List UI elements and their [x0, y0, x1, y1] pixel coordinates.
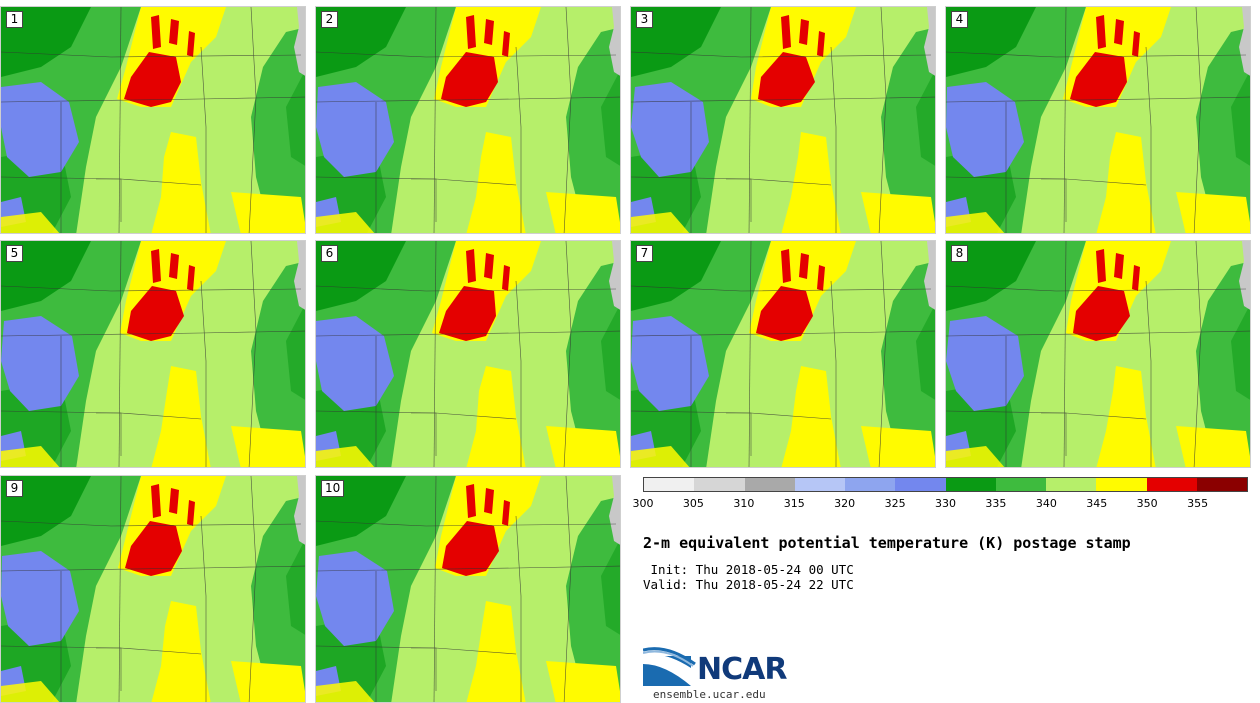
colorbar-segment: [794, 478, 845, 491]
colorbar-segment: [1096, 478, 1147, 491]
colorbar-segment: [895, 478, 946, 491]
member-number-label: 10: [321, 480, 345, 497]
ensemble-member-map: 1: [0, 6, 306, 234]
colorbar-tick-label: 335: [985, 497, 1007, 510]
valid-time: Valid: Thu 2018-05-24 22 UTC: [643, 577, 854, 592]
run-info: Init: Thu 2018-05-24 00 UTC Valid: Thu 2…: [643, 562, 854, 592]
figure-title: 2-m equivalent potential temperature (K)…: [643, 534, 1131, 552]
ensemble-member-map: 10: [315, 475, 621, 703]
logo-url[interactable]: ensemble.ucar.edu: [653, 688, 766, 701]
colorbar-segment: [744, 478, 795, 491]
ensemble-member-map: 9: [0, 475, 306, 703]
colorbar-tick-label: 345: [1086, 497, 1108, 510]
colorbar-ticks: 300 305 310 315 320 325 330 335 340 345 350 355: [633, 497, 1248, 511]
colorbar-tick-label: 325: [884, 497, 906, 510]
colorbar-tick-label: 300: [632, 497, 654, 510]
ensemble-member-map: 6: [315, 240, 621, 468]
ensemble-member-map: 2: [315, 6, 621, 234]
colorbar-tick-label: 340: [1035, 497, 1057, 510]
colorbar-tick-label: 350: [1136, 497, 1158, 510]
member-number-label: 1: [6, 11, 23, 28]
colorbar-tick-label: 355: [1187, 497, 1209, 510]
init-time: Init: Thu 2018-05-24 00 UTC: [643, 562, 854, 577]
ensemble-member-map: 3: [630, 6, 936, 234]
colorbar-segment: [694, 478, 745, 491]
colorbar-segment: [945, 478, 996, 491]
colorbar: [643, 477, 1248, 492]
logo-text: NCAR: [697, 652, 787, 687]
colorbar-segment: [1146, 478, 1197, 491]
colorbar-tick-label: 330: [935, 497, 956, 510]
colorbar-tick-label: 320: [834, 497, 856, 510]
ensemble-member-map: 7: [630, 240, 936, 468]
colorbar-segment: [995, 478, 1046, 491]
ncar-logo-icon: [643, 647, 696, 686]
colorbar-segment: [1046, 478, 1097, 491]
member-number-label: 2: [321, 11, 338, 28]
colorbar-segment: [1196, 478, 1247, 491]
member-number-label: 4: [951, 11, 968, 28]
ensemble-member-map: 4: [945, 6, 1251, 234]
member-number-label: 7: [636, 245, 653, 262]
ensemble-member-map: 5: [0, 240, 306, 468]
colorbar-tick-label: 310: [733, 497, 755, 510]
member-number-label: 5: [6, 245, 23, 262]
colorbar-segment: [644, 478, 695, 491]
colorbar-tick-label: 305: [682, 497, 704, 510]
member-number-label: 9: [6, 480, 23, 497]
colorbar-segment: [845, 478, 896, 491]
member-number-label: 6: [321, 245, 338, 262]
colorbar-tick-label: 315: [783, 497, 805, 510]
member-number-label: 3: [636, 11, 653, 28]
member-number-label: 8: [951, 245, 968, 262]
ensemble-member-map: 8: [945, 240, 1251, 468]
